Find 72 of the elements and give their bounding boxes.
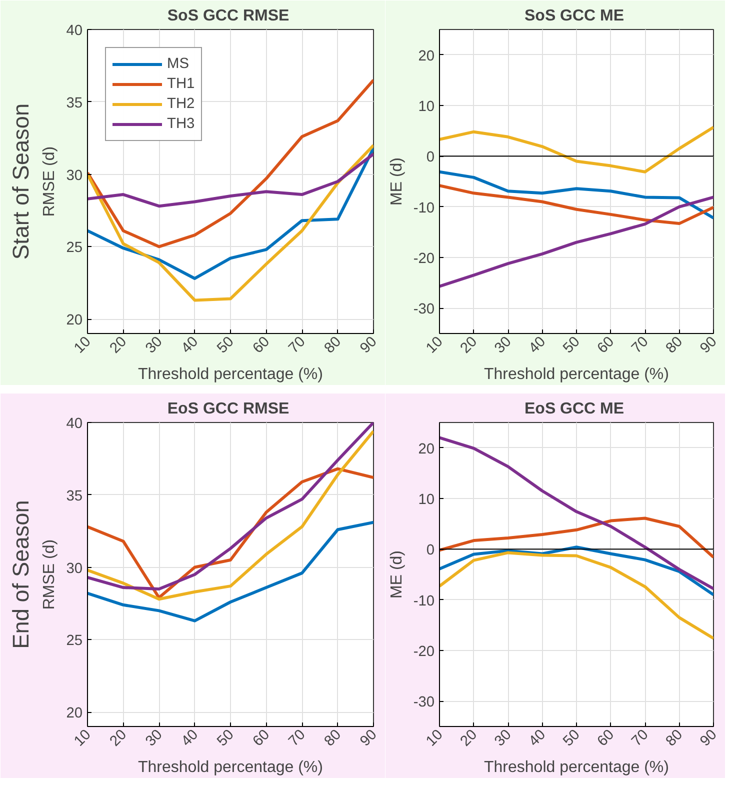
x-tick-label: 50 (560, 334, 584, 357)
legend-label: TH1 (167, 76, 195, 92)
x-tick-label: 60 (250, 334, 273, 357)
y-tick-label: -20 (413, 644, 435, 660)
text: Start of Season (8, 103, 34, 260)
x-axis-title: Threshold percentage (%) (138, 366, 323, 383)
legend-label: MS (167, 56, 189, 72)
x-tick-label: 60 (250, 726, 273, 750)
y-tick-label: 30 (66, 560, 83, 577)
text: End of Season (8, 500, 34, 649)
x-tick-label: 40 (526, 334, 549, 357)
x-tick-label: 70 (628, 334, 652, 357)
y-tick-label: 0 (426, 542, 435, 559)
x-tick-label: 60 (594, 334, 618, 357)
chart-title: SoS GCC RMSE (167, 8, 290, 24)
x-tick-label: 80 (663, 726, 686, 750)
y-tick-label: -30 (413, 694, 435, 711)
x-tick-label: 50 (214, 334, 238, 357)
y-axis-title: RMSE (d) (41, 146, 58, 217)
y-tick-label: -10 (413, 593, 435, 610)
legend-label: TH3 (167, 116, 195, 132)
y-tick-label: 30 (66, 168, 83, 184)
x-tick-label: 20 (107, 334, 130, 357)
x-tick-label: 20 (458, 726, 480, 750)
x-axis-title: Threshold percentage (%) (484, 366, 669, 383)
x-tick-label: 90 (357, 334, 380, 357)
x-tick-label: 30 (492, 726, 515, 750)
x-tick-label: 30 (492, 334, 515, 357)
x-tick-label: 30 (142, 726, 166, 750)
chart-title: EoS GCC RMSE (167, 400, 290, 418)
y-axis-title: ME (d) (388, 158, 406, 206)
y-tick-label: -30 (413, 302, 435, 318)
y-axis-title: ME (d) (388, 550, 406, 598)
y-tick-label: 40 (66, 416, 83, 432)
x-axis-title: Threshold percentage (%) (138, 758, 323, 776)
x-tick-label: 80 (322, 334, 344, 357)
x-tick-label: 40 (178, 334, 202, 357)
chart-title: EoS GCC ME (524, 400, 624, 418)
y-tick-label: 35 (66, 95, 83, 112)
x-tick-label: 30 (142, 334, 166, 357)
y-tick-label: 10 (418, 99, 435, 115)
x-tick-label: 50 (560, 726, 584, 750)
y-tick-label: 25 (66, 633, 83, 650)
x-tick-label: 80 (322, 726, 344, 750)
x-axis-title: Threshold percentage (%) (484, 758, 669, 776)
legend-label: TH2 (167, 96, 195, 112)
x-tick-label: 70 (286, 726, 309, 750)
y-tick-label: 20 (66, 312, 83, 329)
x-tick-label: 90 (697, 726, 720, 750)
y-tick-label: -20 (413, 251, 435, 267)
x-tick-label: 80 (663, 334, 686, 357)
y-tick-label: 20 (66, 706, 83, 722)
x-tick-label: 70 (628, 726, 652, 750)
y-tick-label: 20 (418, 48, 435, 64)
x-tick-label: 40 (178, 726, 202, 750)
y-tick-label: 0 (426, 150, 435, 166)
y-tick-label: 40 (66, 23, 83, 39)
x-tick-label: 90 (697, 334, 720, 357)
y-tick-label: 20 (418, 441, 435, 458)
x-tick-label: 40 (526, 726, 549, 750)
y-tick-label: 10 (418, 492, 435, 508)
y-tick-label: -10 (413, 200, 435, 216)
y-tick-label: 35 (66, 488, 83, 504)
x-tick-label: 20 (458, 334, 480, 357)
chart-title: SoS GCC ME (524, 8, 624, 24)
x-tick-label: 50 (214, 726, 238, 750)
y-axis-title: RMSE (d) (41, 539, 58, 610)
x-tick-label: 20 (107, 726, 130, 750)
x-tick-label: 70 (286, 334, 309, 357)
y-tick-label: 25 (66, 240, 83, 256)
x-tick-label: 90 (357, 726, 380, 750)
x-tick-label: 60 (594, 726, 618, 750)
